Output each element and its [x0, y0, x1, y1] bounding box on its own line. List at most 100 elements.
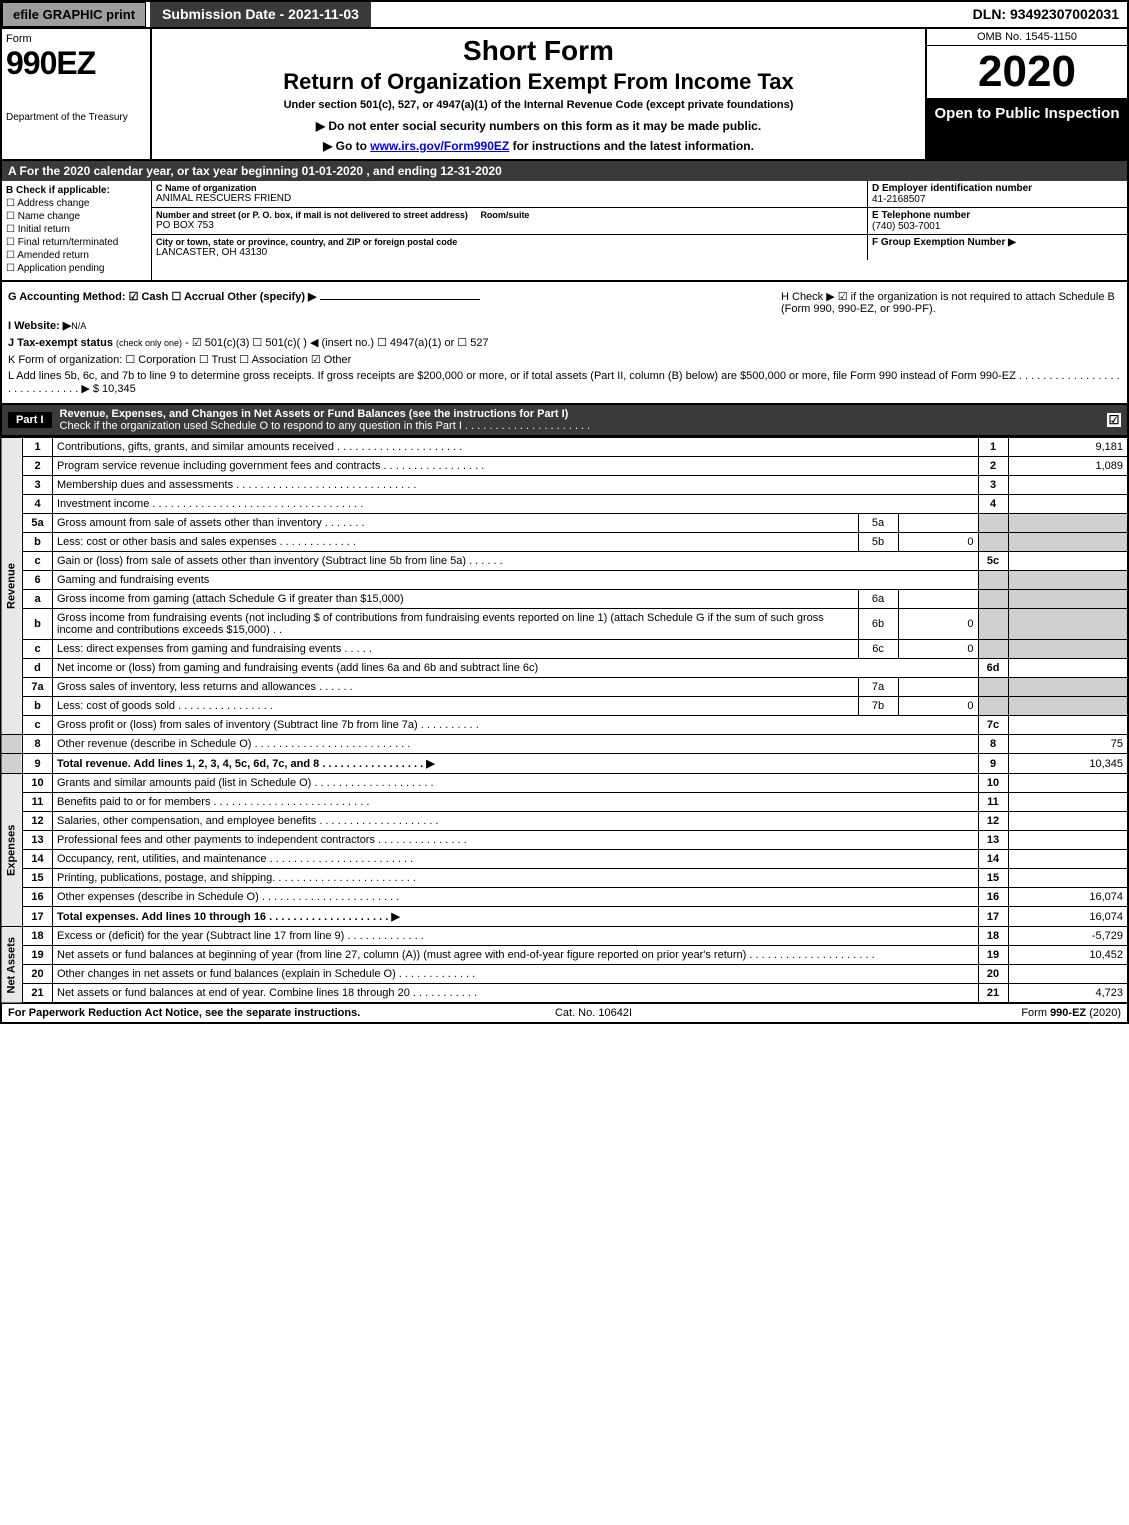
- ein-value: 41-2168507: [872, 194, 1123, 205]
- line-ref: 16: [978, 888, 1008, 907]
- city-label: City or town, state or province, country…: [156, 237, 863, 247]
- shaded-cell: [978, 697, 1008, 716]
- line-num: 2: [23, 457, 53, 476]
- line-desc: Benefits paid to or for members . . . . …: [53, 793, 979, 812]
- chk-address-change[interactable]: ☐ Address change: [6, 198, 147, 209]
- chk-application-pending[interactable]: ☐ Application pending: [6, 263, 147, 274]
- line-desc: Other revenue (describe in Schedule O) .…: [53, 735, 979, 754]
- netassets-section-label: Net Assets: [1, 927, 23, 1004]
- line-ref: 1: [978, 438, 1008, 457]
- line-desc: Less: cost of goods sold . . . . . . . .…: [53, 697, 859, 716]
- line-amount: 10,345: [1008, 754, 1128, 774]
- spacer: [1, 754, 23, 774]
- chk-name-change[interactable]: ☐ Name change: [6, 211, 147, 222]
- line-num: 10: [23, 774, 53, 793]
- line-desc: Gross sales of inventory, less returns a…: [53, 678, 859, 697]
- line-num: 15: [23, 869, 53, 888]
- line-desc: Membership dues and assessments . . . . …: [53, 476, 979, 495]
- org-name: ANIMAL RESCUERS FRIEND: [156, 193, 863, 204]
- shaded-cell: [978, 514, 1008, 533]
- sub-amount: [898, 678, 978, 697]
- revenue-table: Revenue 1Contributions, gifts, grants, a…: [0, 437, 1129, 1004]
- part-i-header: Part I Revenue, Expenses, and Changes in…: [0, 405, 1129, 437]
- line-amount: 9,181: [1008, 438, 1128, 457]
- sub-amount: 0: [898, 697, 978, 716]
- line-num: c: [23, 640, 53, 659]
- line-desc: Net assets or fund balances at beginning…: [53, 946, 979, 965]
- sub-ref: 5a: [858, 514, 898, 533]
- shaded-cell: [1008, 514, 1128, 533]
- line-amount: -5,729: [1008, 927, 1128, 946]
- open-to-public: Open to Public Inspection: [927, 99, 1127, 159]
- box-c-city: City or town, state or province, country…: [152, 235, 867, 260]
- tax-year: 2020: [927, 46, 1127, 99]
- form-id-block: Form 990EZ Department of the Treasury: [2, 29, 152, 159]
- goto-instructions: ▶ Go to www.irs.gov/Form990EZ for instru…: [160, 139, 917, 153]
- shaded-cell: [978, 533, 1008, 552]
- sub-amount: [898, 514, 978, 533]
- footer-catno: Cat. No. 10642I: [555, 1007, 632, 1019]
- line-desc: Investment income . . . . . . . . . . . …: [53, 495, 979, 514]
- line-num: a: [23, 590, 53, 609]
- top-bar: efile GRAPHIC print Submission Date - 20…: [0, 0, 1129, 29]
- line-num: d: [23, 659, 53, 678]
- line-amount: [1008, 850, 1128, 869]
- irs-link[interactable]: www.irs.gov/Form990EZ: [370, 139, 509, 153]
- line-amount: [1008, 965, 1128, 984]
- form-header: Form 990EZ Department of the Treasury Sh…: [0, 29, 1129, 161]
- shaded-cell: [1008, 678, 1128, 697]
- form-label: Form: [6, 33, 146, 45]
- line-amount: 75: [1008, 735, 1128, 754]
- box-c-d-wrapper: C Name of organization ANIMAL RESCUERS F…: [152, 181, 1127, 280]
- line-desc: Less: direct expenses from gaming and fu…: [53, 640, 859, 659]
- line-amount: [1008, 495, 1128, 514]
- chk-amended-return[interactable]: ☐ Amended return: [6, 250, 147, 261]
- sub-ref: 6b: [858, 609, 898, 640]
- line-num: b: [23, 609, 53, 640]
- line-ref: 19: [978, 946, 1008, 965]
- line-ref: 7c: [978, 716, 1008, 735]
- shaded-cell: [978, 590, 1008, 609]
- line-ref: 17: [978, 907, 1008, 927]
- line-desc: Gain or (loss) from sale of assets other…: [53, 552, 979, 571]
- line-ref: 10: [978, 774, 1008, 793]
- ein-label: D Employer identification number: [872, 183, 1123, 194]
- line-amount: [1008, 476, 1128, 495]
- line-ref: 8: [978, 735, 1008, 754]
- info-rows: G Accounting Method: ☑ Cash ☐ Accrual Ot…: [0, 282, 1129, 405]
- line-ref: 12: [978, 812, 1008, 831]
- shaded-cell: [978, 640, 1008, 659]
- line-num: 6: [23, 571, 53, 590]
- line-num: 1: [23, 438, 53, 457]
- goto-post: for instructions and the latest informat…: [509, 139, 754, 153]
- line-amount: 4,723: [1008, 984, 1128, 1004]
- part-i-checkbox[interactable]: ☑: [1107, 413, 1121, 427]
- line-ref: 2: [978, 457, 1008, 476]
- shaded-cell: [978, 571, 1008, 590]
- footer-right: Form 990-EZ (2020): [1021, 1007, 1121, 1019]
- chk-initial-return[interactable]: ☐ Initial return: [6, 224, 147, 235]
- group-label: F Group Exemption Number ▶: [872, 237, 1123, 248]
- line-i-website: I Website: ▶N/A: [8, 319, 1121, 332]
- line-ref: 18: [978, 927, 1008, 946]
- chk-final-return[interactable]: ☐ Final return/terminated: [6, 237, 147, 248]
- sub-amount: 0: [898, 609, 978, 640]
- line-desc: Grants and similar amounts paid (list in…: [53, 774, 979, 793]
- sub-ref: 5b: [858, 533, 898, 552]
- line-desc: Professional fees and other payments to …: [53, 831, 979, 850]
- line-num: 20: [23, 965, 53, 984]
- line-num: 16: [23, 888, 53, 907]
- line-ref: 15: [978, 869, 1008, 888]
- line-j-tax-exempt: J Tax-exempt status (check only one) - ☑…: [8, 336, 1121, 349]
- line-desc: Other changes in net assets or fund bala…: [53, 965, 979, 984]
- line-amount: [1008, 793, 1128, 812]
- line-desc: Gross income from fundraising events (no…: [53, 609, 859, 640]
- line-num: 4: [23, 495, 53, 514]
- line-amount: 10,452: [1008, 946, 1128, 965]
- expenses-section-label: Expenses: [1, 774, 23, 927]
- line-desc: Program service revenue including govern…: [53, 457, 979, 476]
- org-address: PO BOX 753: [156, 220, 863, 231]
- submission-date: Submission Date - 2021-11-03: [150, 2, 371, 27]
- sub-ref: 7a: [858, 678, 898, 697]
- efile-print-button[interactable]: efile GRAPHIC print: [2, 2, 146, 27]
